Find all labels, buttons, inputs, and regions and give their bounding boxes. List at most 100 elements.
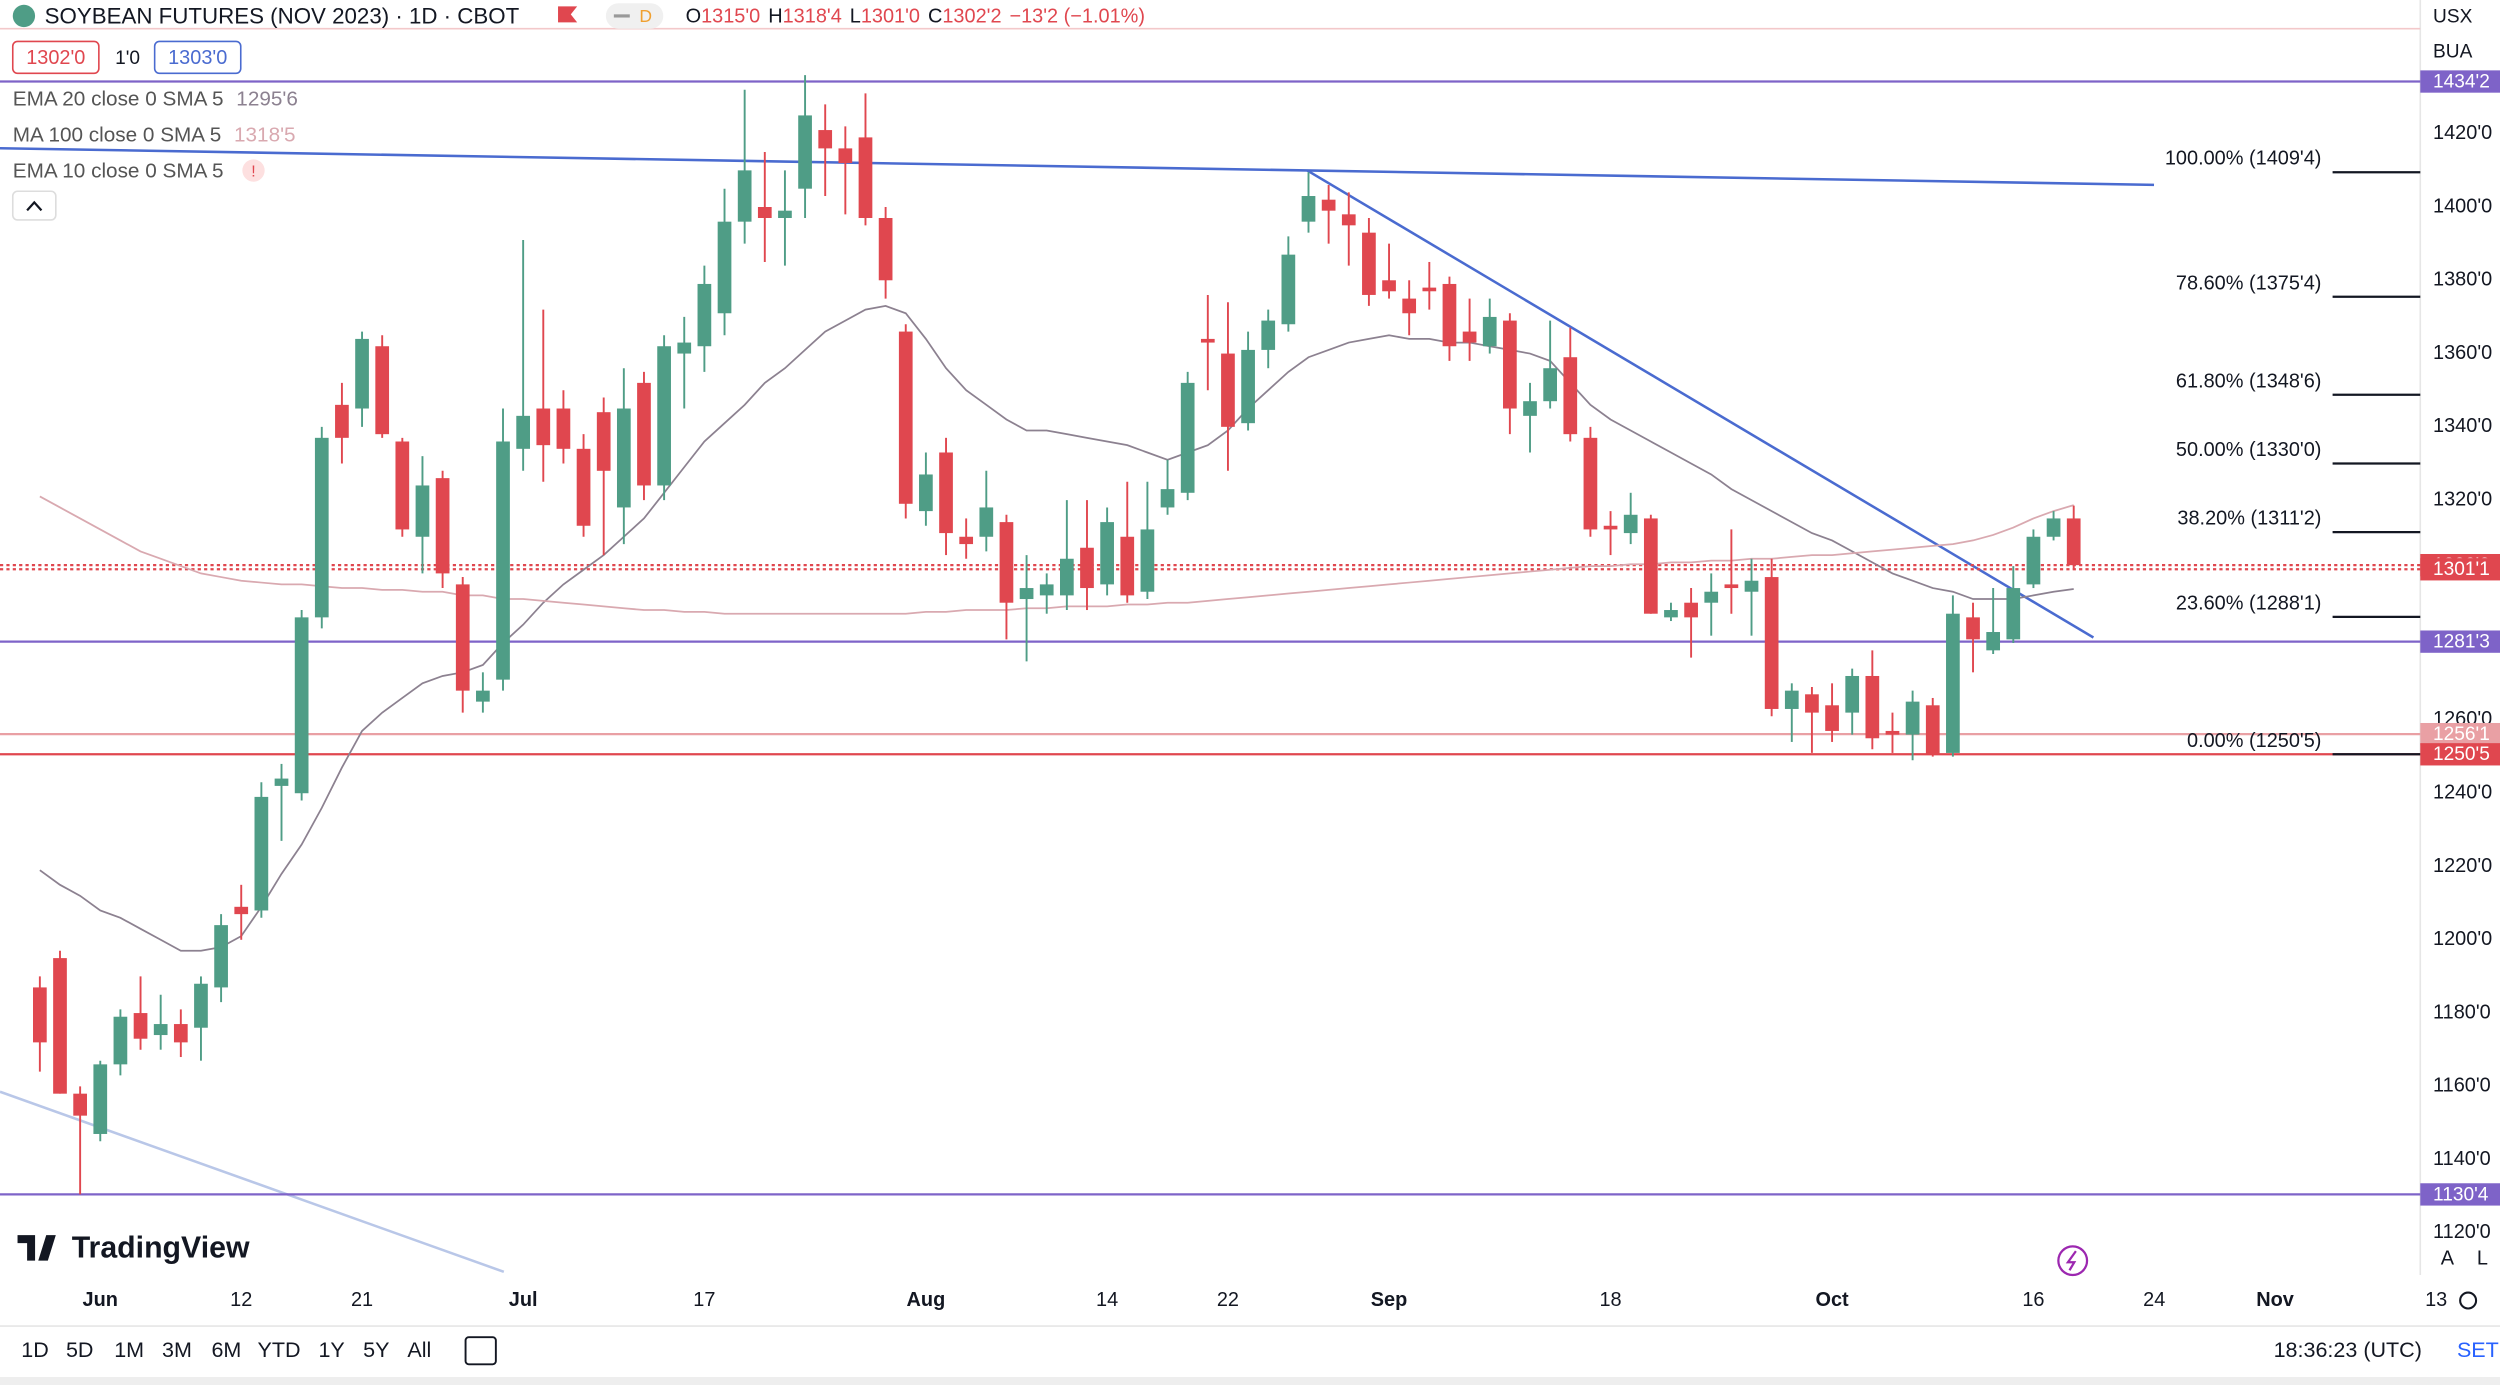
range-button[interactable]: 1D [21, 1338, 49, 1362]
collapse-button[interactable] [11, 190, 57, 221]
candle-body [73, 1093, 87, 1116]
candle-body [133, 1013, 148, 1039]
y-tick-label: 1220'0 [2433, 855, 2492, 877]
y-tick-label: 1160'0 [2433, 1075, 2491, 1097]
ohlc-value: 1302'2 [942, 6, 1001, 28]
range-button[interactable]: 3M [162, 1338, 192, 1362]
candle-body [496, 441, 510, 680]
x-tick-label: 22 [1217, 1289, 1239, 1311]
legend-value: 1318'5 [234, 124, 296, 147]
ohlc-value: 1301'0 [861, 6, 920, 28]
candle-body [1503, 320, 1517, 409]
price-label-box [2420, 722, 2500, 746]
candle-body [596, 412, 611, 471]
x-tick-label: 21 [351, 1289, 373, 1311]
fib-label: 100.00% (1409'4) [2165, 148, 2322, 170]
candle-body [254, 796, 269, 911]
candle-body [1241, 349, 1255, 424]
settings[interactable]: SET [2457, 1338, 2499, 1362]
candle-body [1825, 705, 1839, 731]
candle-body [536, 408, 551, 446]
auto-scale[interactable]: A [2441, 1247, 2455, 1269]
flag-icon[interactable] [558, 6, 578, 23]
ohlc-key: C [928, 6, 942, 28]
price-label-box [2420, 1183, 2500, 1206]
y-tick-label: 1180'0 [2433, 1001, 2491, 1023]
x-tick-label: Oct [1815, 1289, 1849, 1311]
range-button[interactable]: 1Y [318, 1338, 344, 1362]
log-scale[interactable]: L [2477, 1247, 2488, 1269]
settings-icon[interactable] [2459, 1291, 2478, 1310]
lightning-button[interactable] [2057, 1245, 2089, 1277]
x-tick-label: 13 [2425, 1289, 2447, 1311]
range-button[interactable]: 6M [211, 1338, 241, 1362]
unit[interactable]: BUA [2433, 42, 2473, 63]
price-label-box [2420, 630, 2500, 653]
bottom-strip [0, 1377, 2500, 1385]
candle-body [1784, 690, 1799, 709]
ohlc-value: 1318'4 [783, 6, 842, 28]
x-tick-label: Aug [907, 1289, 946, 1311]
candle-body [173, 1024, 188, 1043]
x-tick-label: 18 [1599, 1289, 1621, 1311]
candle-body [1039, 584, 1054, 596]
range-button[interactable]: 5D [66, 1338, 94, 1362]
range-button[interactable]: All [407, 1338, 431, 1362]
sell-box[interactable] [11, 40, 100, 75]
candle-body [1422, 287, 1437, 292]
candle-body [33, 987, 47, 1043]
candle-body [1925, 705, 1940, 755]
warning-icon[interactable] [242, 159, 265, 182]
candle-body [1080, 547, 1094, 589]
candle-body [1019, 588, 1034, 600]
trend-line [1306, 169, 2095, 639]
candle-body [1583, 437, 1598, 530]
range-button[interactable]: 5Y [363, 1338, 389, 1362]
candle-body [294, 617, 309, 794]
candle-body [1140, 529, 1155, 592]
legend-entry: EMA 20 close 0 SMA 5 1295'6 [13, 88, 298, 111]
y-tick-label: 1360'0 [2433, 342, 2492, 364]
candle-body [1724, 584, 1739, 589]
candle-body [757, 207, 772, 219]
candle-body [1362, 232, 1376, 295]
legend-name: EMA 10 close 0 SMA 5 [13, 160, 224, 183]
x-tick-label: Jul [509, 1289, 538, 1311]
candle-body [858, 137, 873, 219]
ohlc-key: L [850, 6, 861, 28]
badge: D [639, 6, 652, 26]
price-label: 1250'5 [2433, 744, 2490, 765]
ohlc-value: 1315'0 [701, 6, 760, 28]
lightning-icon [2065, 1250, 2077, 1271]
range-button[interactable]: YTD [257, 1338, 300, 1362]
candle-body [234, 906, 249, 915]
ohlc-key: H [768, 6, 782, 28]
candle-body [1885, 730, 1900, 735]
x-tick-label: 16 [2022, 1289, 2044, 1311]
range-button[interactable]: 1M [114, 1338, 144, 1362]
candle-body [1321, 199, 1336, 211]
collapse-icon [26, 200, 43, 212]
x-tick-label: Nov [2256, 1289, 2294, 1311]
candle-body [898, 331, 913, 504]
badge-dash [613, 14, 630, 18]
candle-body [1442, 283, 1457, 347]
candle-body [2046, 518, 2061, 537]
candle-body [1120, 536, 1135, 596]
y-tick-label: 1200'0 [2433, 928, 2492, 950]
y-tick-label: 1400'0 [2433, 195, 2492, 217]
plot-area [0, 75, 2421, 1196]
calendar-icon[interactable] [464, 1336, 497, 1366]
buy-box[interactable] [153, 40, 242, 75]
candle-body [1603, 525, 1618, 530]
y-tick-label: 1320'0 [2433, 488, 2492, 510]
legend-name: MA 100 close 0 SMA 5 [13, 124, 221, 147]
candle-body [1966, 617, 1980, 640]
candle-body [2066, 518, 2081, 566]
currency[interactable]: USX [2433, 7, 2473, 28]
candle-body [1261, 320, 1276, 350]
candle-body [939, 452, 953, 534]
candle-body [1382, 280, 1396, 292]
